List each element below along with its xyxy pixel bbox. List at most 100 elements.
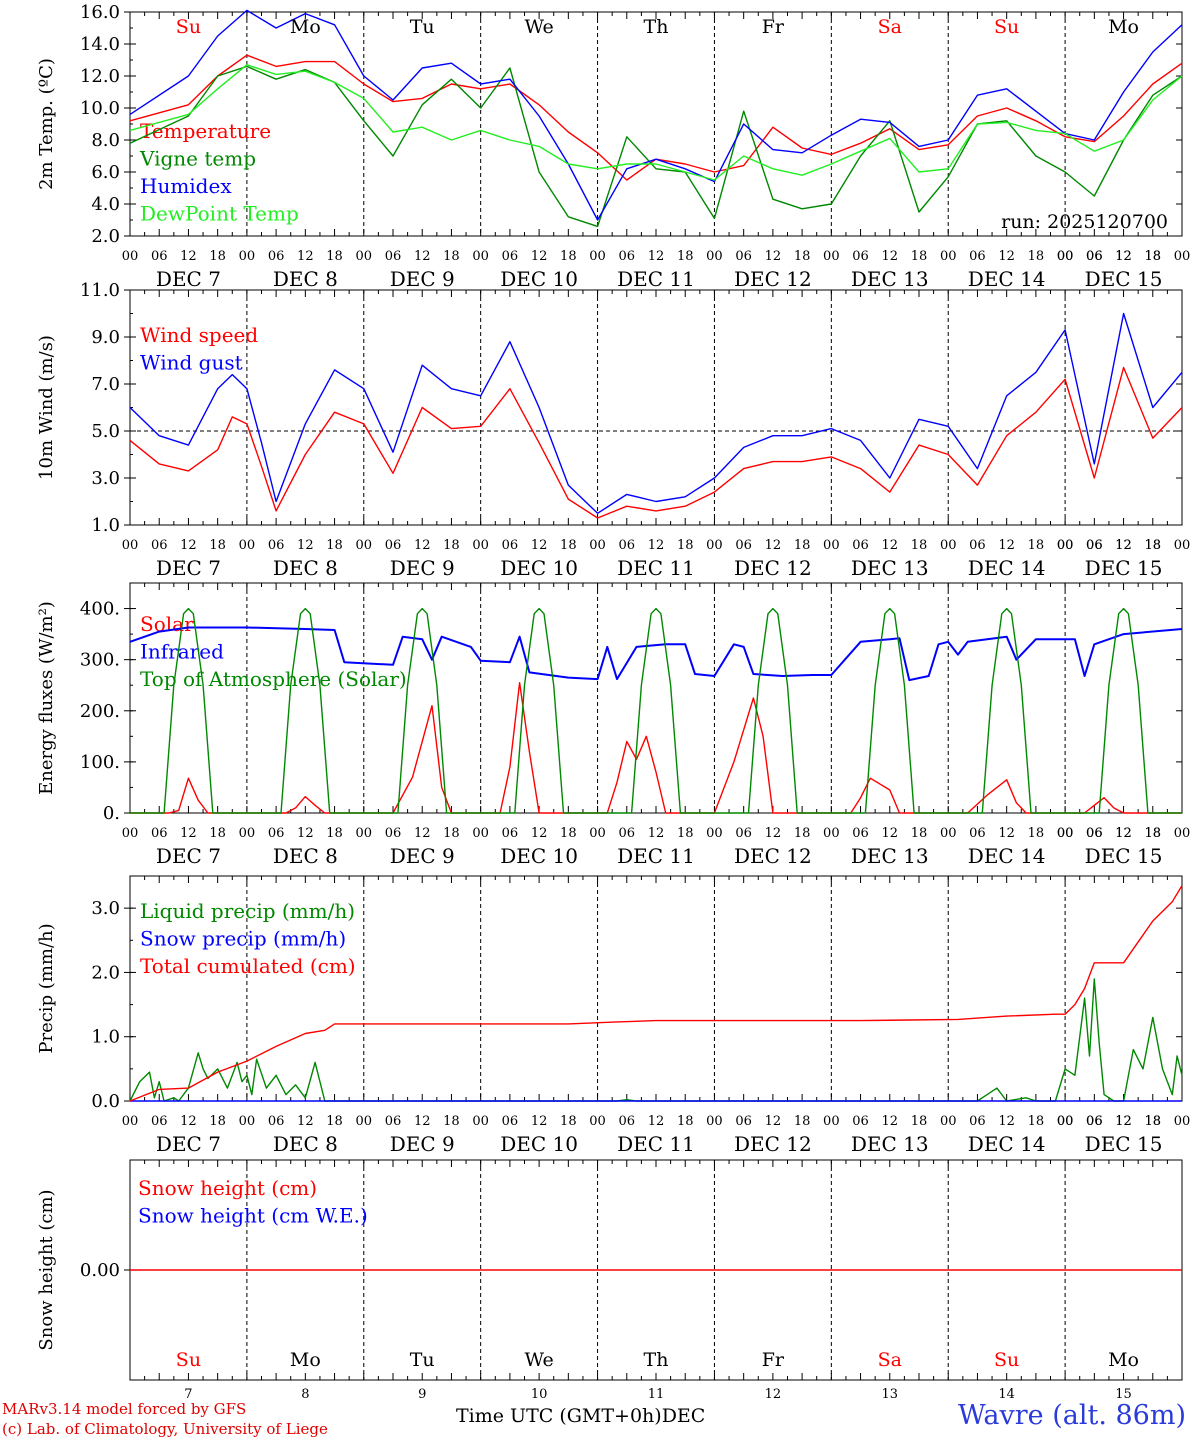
date-label: DEC 10 xyxy=(500,844,578,868)
hour-label: 12 xyxy=(297,249,314,264)
series-line-temperature-3 xyxy=(129,64,1183,181)
hour-label: 06 xyxy=(619,249,636,264)
hour-label: 18 xyxy=(1145,826,1162,841)
time-axis-text: Time UTC (GMT+0h) xyxy=(456,1405,662,1427)
hour-label: 06 xyxy=(151,538,168,553)
panel-energy: 0. 100. 200. 300. 400. Energy fluxes (W/m²) So… xyxy=(36,582,1191,868)
date-label: DEC 13 xyxy=(851,267,929,291)
hour-label: 18 xyxy=(911,249,928,264)
hour-label: 06 xyxy=(735,538,752,553)
y-tick-label: 1.0 xyxy=(91,1027,120,1048)
date-label: DEC 7 xyxy=(156,844,221,868)
hour-label: 12 xyxy=(414,538,431,553)
date-number: 9 xyxy=(418,1387,426,1402)
date-label: DEC 10 xyxy=(500,556,578,580)
series-line-energy-0 xyxy=(130,682,1182,814)
hour-label: 12 xyxy=(531,826,548,841)
hour-label: 00 xyxy=(589,1114,606,1129)
y-tick-label: 300. xyxy=(80,650,120,671)
date-number: 11 xyxy=(648,1387,665,1402)
hour-label: 18 xyxy=(911,826,928,841)
hour-label: 00 xyxy=(472,538,489,553)
hour-label: 18 xyxy=(1145,249,1162,264)
date-label: DEC 7 xyxy=(156,1132,221,1156)
hour-label: 06 xyxy=(852,826,869,841)
hour-label: 00 xyxy=(1057,1114,1074,1129)
legend-temperature-1: Vigne temp xyxy=(139,147,256,171)
legend-wind-0: Wind speed xyxy=(140,323,258,347)
day-abbr: Fr xyxy=(762,1349,785,1371)
hour-label: 12 xyxy=(998,826,1015,841)
panel-temperature: 2.0 4.0 6.0 8.0 10.0 12.0 14.0 16.0 2m Temp. (ºC… xyxy=(36,2,1190,291)
hour-label: 06 xyxy=(385,826,402,841)
legend-wind-1: Wind gust xyxy=(140,351,243,375)
series-line-temperature-0 xyxy=(129,54,1183,181)
hour-label: 12 xyxy=(648,826,665,841)
hour-label: 06 xyxy=(1086,826,1103,841)
date-label: DEC 13 xyxy=(851,1132,929,1156)
y-tick-label: 0.00 xyxy=(80,1260,120,1281)
legend-snow-1: Snow height (cm W.E.) xyxy=(138,1204,368,1228)
series-line-precip-2 xyxy=(129,885,1183,1102)
hour-label: 00 xyxy=(589,249,606,264)
y-tick-label: 6.0 xyxy=(91,162,120,183)
hour-label: 12 xyxy=(180,826,197,841)
hour-label: 18 xyxy=(677,538,694,553)
panel-frame xyxy=(129,582,1183,814)
day-abbr: Sa xyxy=(878,1349,902,1371)
panel-precip: 0.0 1.0 2.0 3.0 Precip (mm/h) Liquid precip (… xyxy=(36,875,1190,1156)
hour-label: 06 xyxy=(151,826,168,841)
date-label: DEC 11 xyxy=(617,1132,695,1156)
hour-label: 18 xyxy=(677,1114,694,1129)
y-tick-label: 14.0 xyxy=(80,34,120,55)
hour-label: 12 xyxy=(1115,826,1132,841)
hour-label: 18 xyxy=(443,826,460,841)
hour-label: 00 xyxy=(472,249,489,264)
hour-label: 00 xyxy=(356,1114,373,1129)
date-label: DEC 7 xyxy=(156,267,221,291)
hour-label: 18 xyxy=(209,538,226,553)
date-label: DEC 13 xyxy=(851,844,929,868)
y-tick-label: 11.0 xyxy=(80,280,120,301)
hour-label: 06 xyxy=(1086,249,1103,264)
hour-label: 06 xyxy=(385,538,402,553)
series-line-energy-1 xyxy=(129,626,1183,682)
hour-label: 00 xyxy=(940,1114,957,1129)
hour-label: 00 xyxy=(122,538,139,553)
y-tick-label: 0. xyxy=(103,803,120,824)
date-label: DEC 9 xyxy=(390,556,455,580)
hour-label: 12 xyxy=(765,1114,782,1129)
y-tick-label: 200. xyxy=(80,701,120,722)
legend-temperature-2: Humidex xyxy=(140,174,232,198)
date-label: DEC 14 xyxy=(968,556,1046,580)
hour-label: 12 xyxy=(882,249,899,264)
hour-label: 06 xyxy=(502,1114,519,1129)
hour-label: 00 xyxy=(122,249,139,264)
hour-label: 06 xyxy=(1086,538,1103,553)
hour-label: 18 xyxy=(443,1114,460,1129)
day-abbr: Su xyxy=(994,16,1019,38)
hour-label: 00 xyxy=(1057,249,1074,264)
date-label: DEC 9 xyxy=(390,267,455,291)
series-line-precip-0 xyxy=(129,978,1183,1102)
station-label: Wavre (alt. 86m) xyxy=(958,1400,1186,1431)
hour-label: 00 xyxy=(1057,249,1074,264)
hour-label: 12 xyxy=(998,538,1015,553)
hour-label: 12 xyxy=(180,1114,197,1129)
hour-label: 00 xyxy=(1174,826,1191,841)
hour-label: 12 xyxy=(648,538,665,553)
hour-label: 06 xyxy=(268,826,285,841)
date-label: DEC 14 xyxy=(968,1132,1046,1156)
hour-label: 00 xyxy=(1057,1114,1074,1129)
hour-label: 18 xyxy=(677,249,694,264)
hour-label: 18 xyxy=(560,826,577,841)
date-label: DEC 11 xyxy=(617,267,695,291)
y-tick-label: 12.0 xyxy=(80,66,120,87)
hour-label: 00 xyxy=(239,1114,256,1129)
date-label: DEC 15 xyxy=(1085,556,1163,580)
hour-label: 18 xyxy=(1028,538,1045,553)
y-tick-label: 2.0 xyxy=(91,962,120,983)
hour-label: 12 xyxy=(648,249,665,264)
hour-label: 12 xyxy=(1115,249,1132,264)
hour-label: 06 xyxy=(619,826,636,841)
